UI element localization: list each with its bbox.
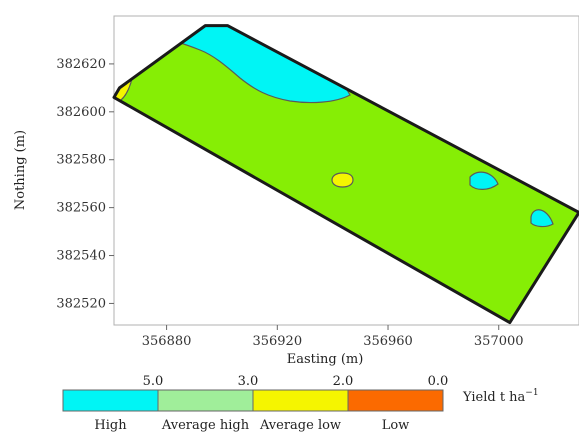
- y-tick-label: 382600: [56, 105, 106, 120]
- legend-title: Yield t ha−1: [462, 388, 539, 405]
- y-tick-label: 382560: [56, 201, 106, 216]
- y-tick-label: 382620: [56, 57, 106, 72]
- x-tick-label: 357000: [474, 334, 524, 349]
- y-tick-label: 382580: [56, 153, 106, 168]
- legend-breakpoint-label: 0.0: [428, 374, 449, 389]
- legend-class-label: Low: [382, 418, 410, 432]
- legend-swatch: [62, 389, 159, 412]
- x-tick-label: 356920: [252, 334, 302, 349]
- legend-swatch: [347, 389, 444, 412]
- yield-zone-high: [530, 209, 554, 228]
- x-tick-label: 356960: [363, 334, 413, 349]
- legend-title-main: Yield t ha: [462, 390, 526, 405]
- x-axis-title: Easting (m): [287, 352, 364, 367]
- yield-zone-high: [469, 171, 499, 190]
- legend-class-label: High: [94, 418, 127, 432]
- field-boundary: [112, 24, 579, 325]
- legend: High Average high Average low Low 5.0 3.0 2.0 0…: [62, 374, 449, 432]
- legend-swatch: [157, 389, 254, 412]
- legend-swatch: [252, 389, 349, 412]
- y-axis-title: Nothing (m): [13, 130, 28, 210]
- axes-layer: 356880 356920 356960 357000 382520 382540 3825…: [56, 57, 523, 349]
- y-tick-label: 382540: [56, 249, 106, 264]
- legend-breakpoint-label: 5.0: [143, 374, 164, 389]
- yield-zone-average-low: [331, 172, 354, 188]
- y-tick-label: 382520: [56, 296, 106, 311]
- legend-class-label: Average low: [259, 418, 341, 432]
- legend-breakpoint-label: 3.0: [238, 374, 259, 389]
- x-tick-label: 356880: [142, 334, 192, 349]
- legend-title-superscript: −1: [525, 388, 538, 398]
- legend-class-label: Average high: [161, 418, 250, 432]
- legend-breakpoint-label: 2.0: [333, 374, 354, 389]
